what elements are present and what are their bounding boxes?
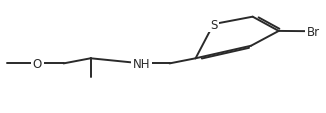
Text: NH: NH [133,57,151,70]
Text: S: S [210,18,217,31]
Text: Br: Br [306,25,319,38]
Text: O: O [33,57,42,70]
